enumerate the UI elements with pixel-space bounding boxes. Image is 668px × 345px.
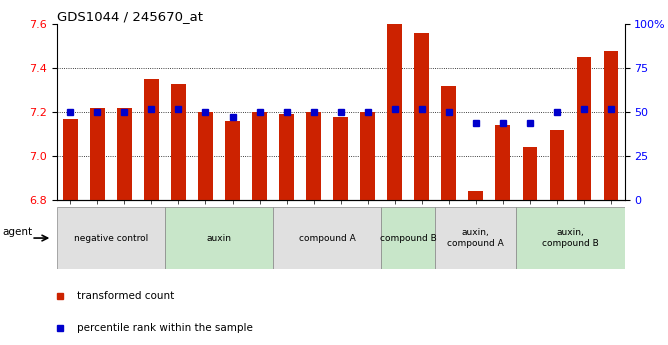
Bar [604,50,619,200]
Bar [144,79,159,200]
Bar [522,147,537,200]
Bar [225,121,240,200]
Bar [57,207,165,269]
Bar [306,112,321,200]
Bar [171,83,186,200]
Text: agent: agent [3,227,33,237]
Text: auxin: auxin [206,234,232,243]
Text: auxin,
compound A: auxin, compound A [448,228,504,248]
Bar [273,207,381,269]
Bar [436,207,516,269]
Text: auxin,
compound B: auxin, compound B [542,228,599,248]
Text: percentile rank within the sample: percentile rank within the sample [77,323,253,333]
Bar [576,57,591,200]
Bar [516,207,625,269]
Bar [381,207,436,269]
Bar [279,114,294,200]
Bar [550,130,564,200]
Text: transformed count: transformed count [77,291,174,300]
Text: compound B: compound B [380,234,437,243]
Bar [198,112,213,200]
Bar [414,33,430,200]
Bar [360,112,375,200]
Bar [333,117,348,200]
Bar [252,112,267,200]
Text: compound A: compound A [299,234,355,243]
Bar [468,191,484,200]
Bar [442,86,456,200]
Text: negative control: negative control [73,234,148,243]
Bar [387,24,402,200]
Bar [496,125,510,200]
Bar [63,119,77,200]
Bar [117,108,132,200]
Bar [165,207,273,269]
Bar [90,108,105,200]
Text: GDS1044 / 245670_at: GDS1044 / 245670_at [57,10,203,23]
